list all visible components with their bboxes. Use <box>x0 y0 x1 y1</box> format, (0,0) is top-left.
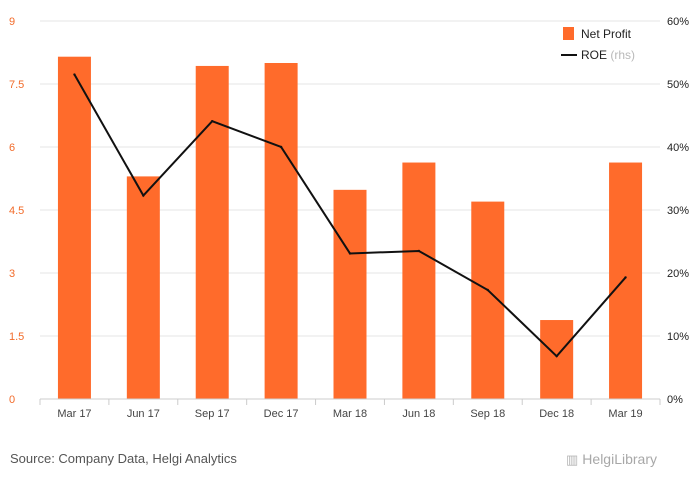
bar <box>57 56 91 399</box>
x-tick-label: Mar 19 <box>608 408 642 420</box>
x-tick-label: Mar 18 <box>333 408 367 420</box>
legend-label-roe: ROE (rhs) <box>581 48 635 62</box>
y-right-tick-label: 10% <box>667 331 689 343</box>
y-left-tick-label: 7.5 <box>9 79 24 91</box>
y-left-tick-label: 1.5 <box>9 331 24 343</box>
chart-canvas: 0 1.5 3 4.5 6 7.5 9 0% 10% 20% 30% 40% 50% 60% Mar 17 J… <box>9 16 689 420</box>
y-left-tick-label: 4.5 <box>9 205 24 217</box>
bar <box>126 176 160 399</box>
x-tick-label: Jun 18 <box>402 408 435 420</box>
brand-logo: ▥ HelgiLibrary <box>566 451 657 468</box>
roe-point <box>486 288 489 292</box>
roe-point <box>348 252 352 255</box>
brand-name: HelgiLibrary <box>582 451 657 467</box>
y-right-tick-label: 60% <box>667 16 689 28</box>
roe-point <box>555 354 558 358</box>
y-right-tick-label: 30% <box>667 205 689 217</box>
y-left-tick-label: 6 <box>9 142 15 154</box>
bar <box>609 162 643 399</box>
legend-label-net-profit: Net Profit <box>581 27 632 41</box>
legend-swatch-net-profit <box>563 27 574 40</box>
x-tick-label: Dec 17 <box>264 408 299 420</box>
y-right-tick-label: 20% <box>667 268 689 280</box>
x-tick-label: Sep 18 <box>470 408 505 420</box>
y-left-tick-label: 3 <box>9 268 15 280</box>
library-icon: ▥ <box>566 452 579 467</box>
legend-rhs-note: (rhs) <box>610 48 635 62</box>
source-note: Source: Company Data, Helgi Analytics <box>10 451 237 466</box>
y-left-tick-label: 9 <box>9 16 15 28</box>
bar <box>264 63 298 399</box>
x-tick-label: Dec 18 <box>539 408 574 420</box>
roe-point <box>142 194 145 197</box>
bar <box>333 189 367 399</box>
roe-point <box>624 276 627 279</box>
roe-point <box>73 73 76 76</box>
x-tick-label: Sep 17 <box>195 408 230 420</box>
roe-point <box>279 145 283 149</box>
bar <box>402 162 436 399</box>
bar <box>195 65 229 399</box>
x-tick-label: Mar 17 <box>57 408 91 420</box>
roe-point <box>211 119 214 123</box>
roe-point <box>417 249 421 253</box>
bar <box>540 320 574 399</box>
x-tick-label: Jun 17 <box>127 408 160 420</box>
y-right-tick-label: 0% <box>667 394 683 406</box>
y-left-tick-label: 0 <box>9 394 15 406</box>
y-right-tick-label: 50% <box>667 79 689 91</box>
y-right-tick-label: 40% <box>667 142 689 154</box>
